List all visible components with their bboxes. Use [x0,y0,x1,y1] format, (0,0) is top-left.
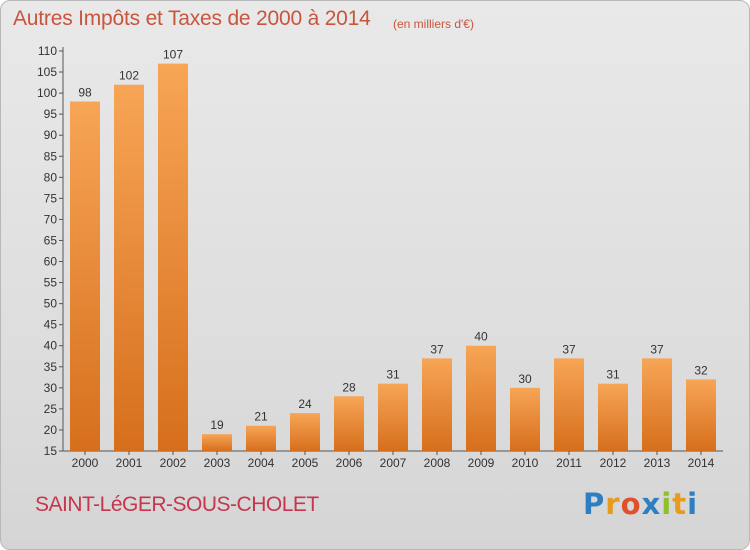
y-tick-label: 85 [44,149,58,163]
x-tick-label: 2002 [160,456,187,470]
logo-letter: t [672,487,688,521]
data-label: 37 [650,342,664,356]
chart-subtitle: (en milliers d'€) [393,17,474,31]
logo-letter: i [661,487,673,521]
bar [554,358,584,451]
data-label: 28 [342,380,356,394]
y-tick-label: 65 [44,233,58,247]
logo-letter: r [605,487,621,521]
x-tick-label: 2001 [116,456,143,470]
y-tick-label: 60 [44,255,58,269]
x-tick-label: 2014 [688,456,715,470]
bar [466,345,496,451]
chart-labels: 98 2000 102 2001 107 2002 19 2003 21 2004 24 2005 28… [72,48,715,470]
x-tick-label: 2009 [468,456,495,470]
x-tick-label: 2004 [248,456,275,470]
bar [598,383,628,451]
bar [290,413,320,451]
x-tick-label: 2010 [512,456,539,470]
x-tick-label: 2011 [556,456,582,470]
data-label: 31 [386,368,400,382]
data-label: 40 [474,330,488,344]
x-tick-label: 2012 [600,456,627,470]
y-tick-label: 75 [44,191,58,205]
data-label: 19 [210,418,224,432]
bar [378,383,408,451]
y-tick-label: 80 [44,170,58,184]
bar [510,387,540,451]
bar [686,379,716,451]
proxiti-logo[interactable]: Proxiti [583,487,698,521]
chart-bars [70,63,716,452]
x-tick-label: 2006 [336,456,363,470]
y-tick-label: 50 [44,297,58,311]
x-tick-label: 2008 [424,456,451,470]
logo-letter: x [641,487,662,521]
y-tick-label: 70 [44,212,58,226]
bar [334,396,364,451]
data-label: 31 [606,368,620,382]
location-name: SAINT-LéGER-SOUS-CHOLET [35,493,319,516]
y-tick-label: 30 [44,381,58,395]
logo-letter: i [687,487,699,521]
x-tick-label: 2005 [292,456,319,470]
data-label: 102 [119,69,139,83]
x-tick-label: 2000 [72,456,99,470]
y-tick-label: 100 [37,86,57,100]
y-tick-label: 55 [44,276,58,290]
x-tick-label: 2007 [380,456,407,470]
data-label: 98 [78,86,92,100]
y-tick-label: 110 [38,44,57,58]
bar [114,84,144,452]
y-tick-label: 90 [44,128,58,142]
y-tick-label: 15 [44,444,58,458]
logo-letter: o [620,487,642,521]
bar [202,434,232,451]
chart-title: Autres Impôts et Taxes de 2000 à 2014 [13,7,371,30]
x-tick-label: 2003 [204,456,231,470]
data-label: 32 [694,363,708,377]
y-tick-label: 105 [37,65,57,79]
data-label: 21 [254,410,268,424]
y-tick-label: 35 [44,360,58,374]
data-label: 30 [518,372,532,386]
y-tick-label: 40 [44,339,58,353]
bar [158,63,188,451]
y-tick-label: 25 [44,402,58,416]
y-tick-label: 45 [44,318,58,332]
bar [422,358,452,451]
bar [70,101,100,452]
logo-letter: P [583,487,606,521]
y-tick-label: 95 [44,107,58,121]
x-tick-label: 2013 [644,456,671,470]
bar [642,358,672,451]
data-label: 24 [298,397,312,411]
bar [246,425,276,451]
data-label: 37 [562,342,576,356]
data-label: 37 [430,342,444,356]
data-label: 107 [163,48,183,62]
y-tick-label: 20 [44,423,58,437]
